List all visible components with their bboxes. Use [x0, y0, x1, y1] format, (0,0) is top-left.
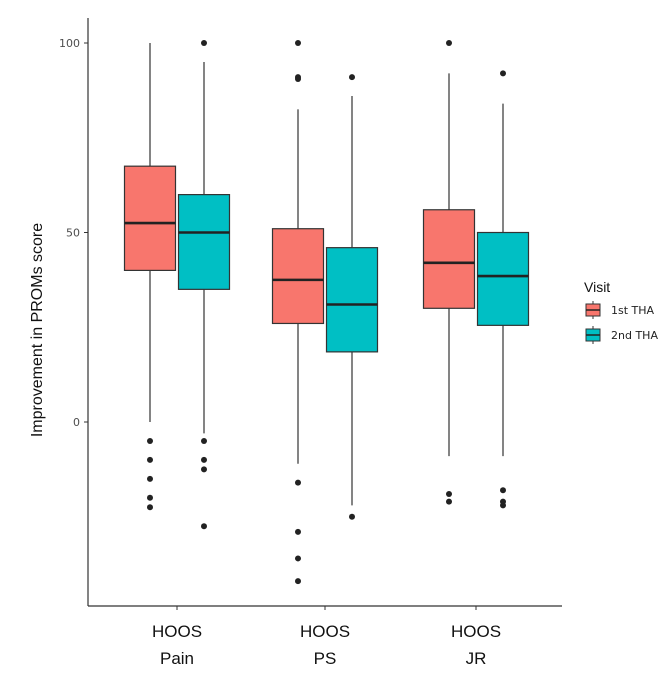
x-tick-label-line2: PS [314, 649, 337, 668]
x-tick-label: HOOS [451, 622, 501, 641]
outlier-point [295, 555, 301, 562]
box-1-2 [271, 40, 325, 585]
ticks-layer: 0 50 100 HOOS Pain HOOS PS HOOS JR [59, 37, 501, 668]
x-tick-label: HOOS [300, 622, 350, 641]
outlier-point [446, 491, 452, 498]
legend-entry-1: 1st THA [585, 301, 655, 319]
box-2-3 [476, 70, 530, 509]
x-tick-label-line2: Pain [160, 649, 194, 668]
x-tick-label-line2: JR [466, 649, 487, 668]
legend-label: 1st THA [611, 304, 655, 317]
outlier-point [349, 513, 355, 520]
box-body [325, 247, 379, 353]
x-tick-label: HOOS [152, 622, 202, 641]
outlier-point [147, 456, 153, 463]
box-body [422, 209, 476, 309]
box-1-3 [422, 40, 476, 505]
outlier-point [295, 76, 301, 83]
outlier-point [147, 494, 153, 501]
box-2-1 [177, 40, 231, 530]
box-2-2 [325, 74, 379, 520]
outlier-point [201, 437, 207, 444]
boxes-layer [123, 40, 530, 585]
outlier-point [147, 475, 153, 482]
outlier-point [500, 70, 506, 77]
y-tick-label: 100 [59, 37, 80, 50]
legend: Visit 1st THA 2nd THA [584, 279, 658, 344]
outlier-point [201, 456, 207, 463]
outlier-point [147, 437, 153, 444]
legend-label: 2nd THA [611, 329, 658, 342]
box-body [271, 228, 325, 325]
outlier-point [295, 40, 301, 46]
box-body [177, 194, 231, 290]
outlier-point [446, 40, 452, 46]
box-1-1 [123, 43, 177, 511]
outlier-point [446, 498, 452, 505]
legend-entry-2: 2nd THA [585, 326, 658, 344]
y-axis-label: Improvement in PROMs score [29, 223, 46, 437]
outlier-point [349, 74, 355, 81]
outlier-point [500, 487, 506, 494]
outlier-point [201, 40, 207, 46]
box-body [123, 165, 177, 272]
legend-title: Visit [584, 279, 610, 295]
outlier-point [147, 504, 153, 511]
y-tick-label: 50 [66, 227, 80, 240]
y-tick-label: 0 [73, 416, 80, 429]
outlier-point [201, 523, 207, 530]
box-body [476, 231, 530, 326]
outlier-point [295, 578, 301, 585]
outlier-point [201, 466, 207, 473]
outlier-point [295, 479, 301, 486]
outlier-point [295, 528, 301, 535]
outlier-point [500, 502, 506, 509]
